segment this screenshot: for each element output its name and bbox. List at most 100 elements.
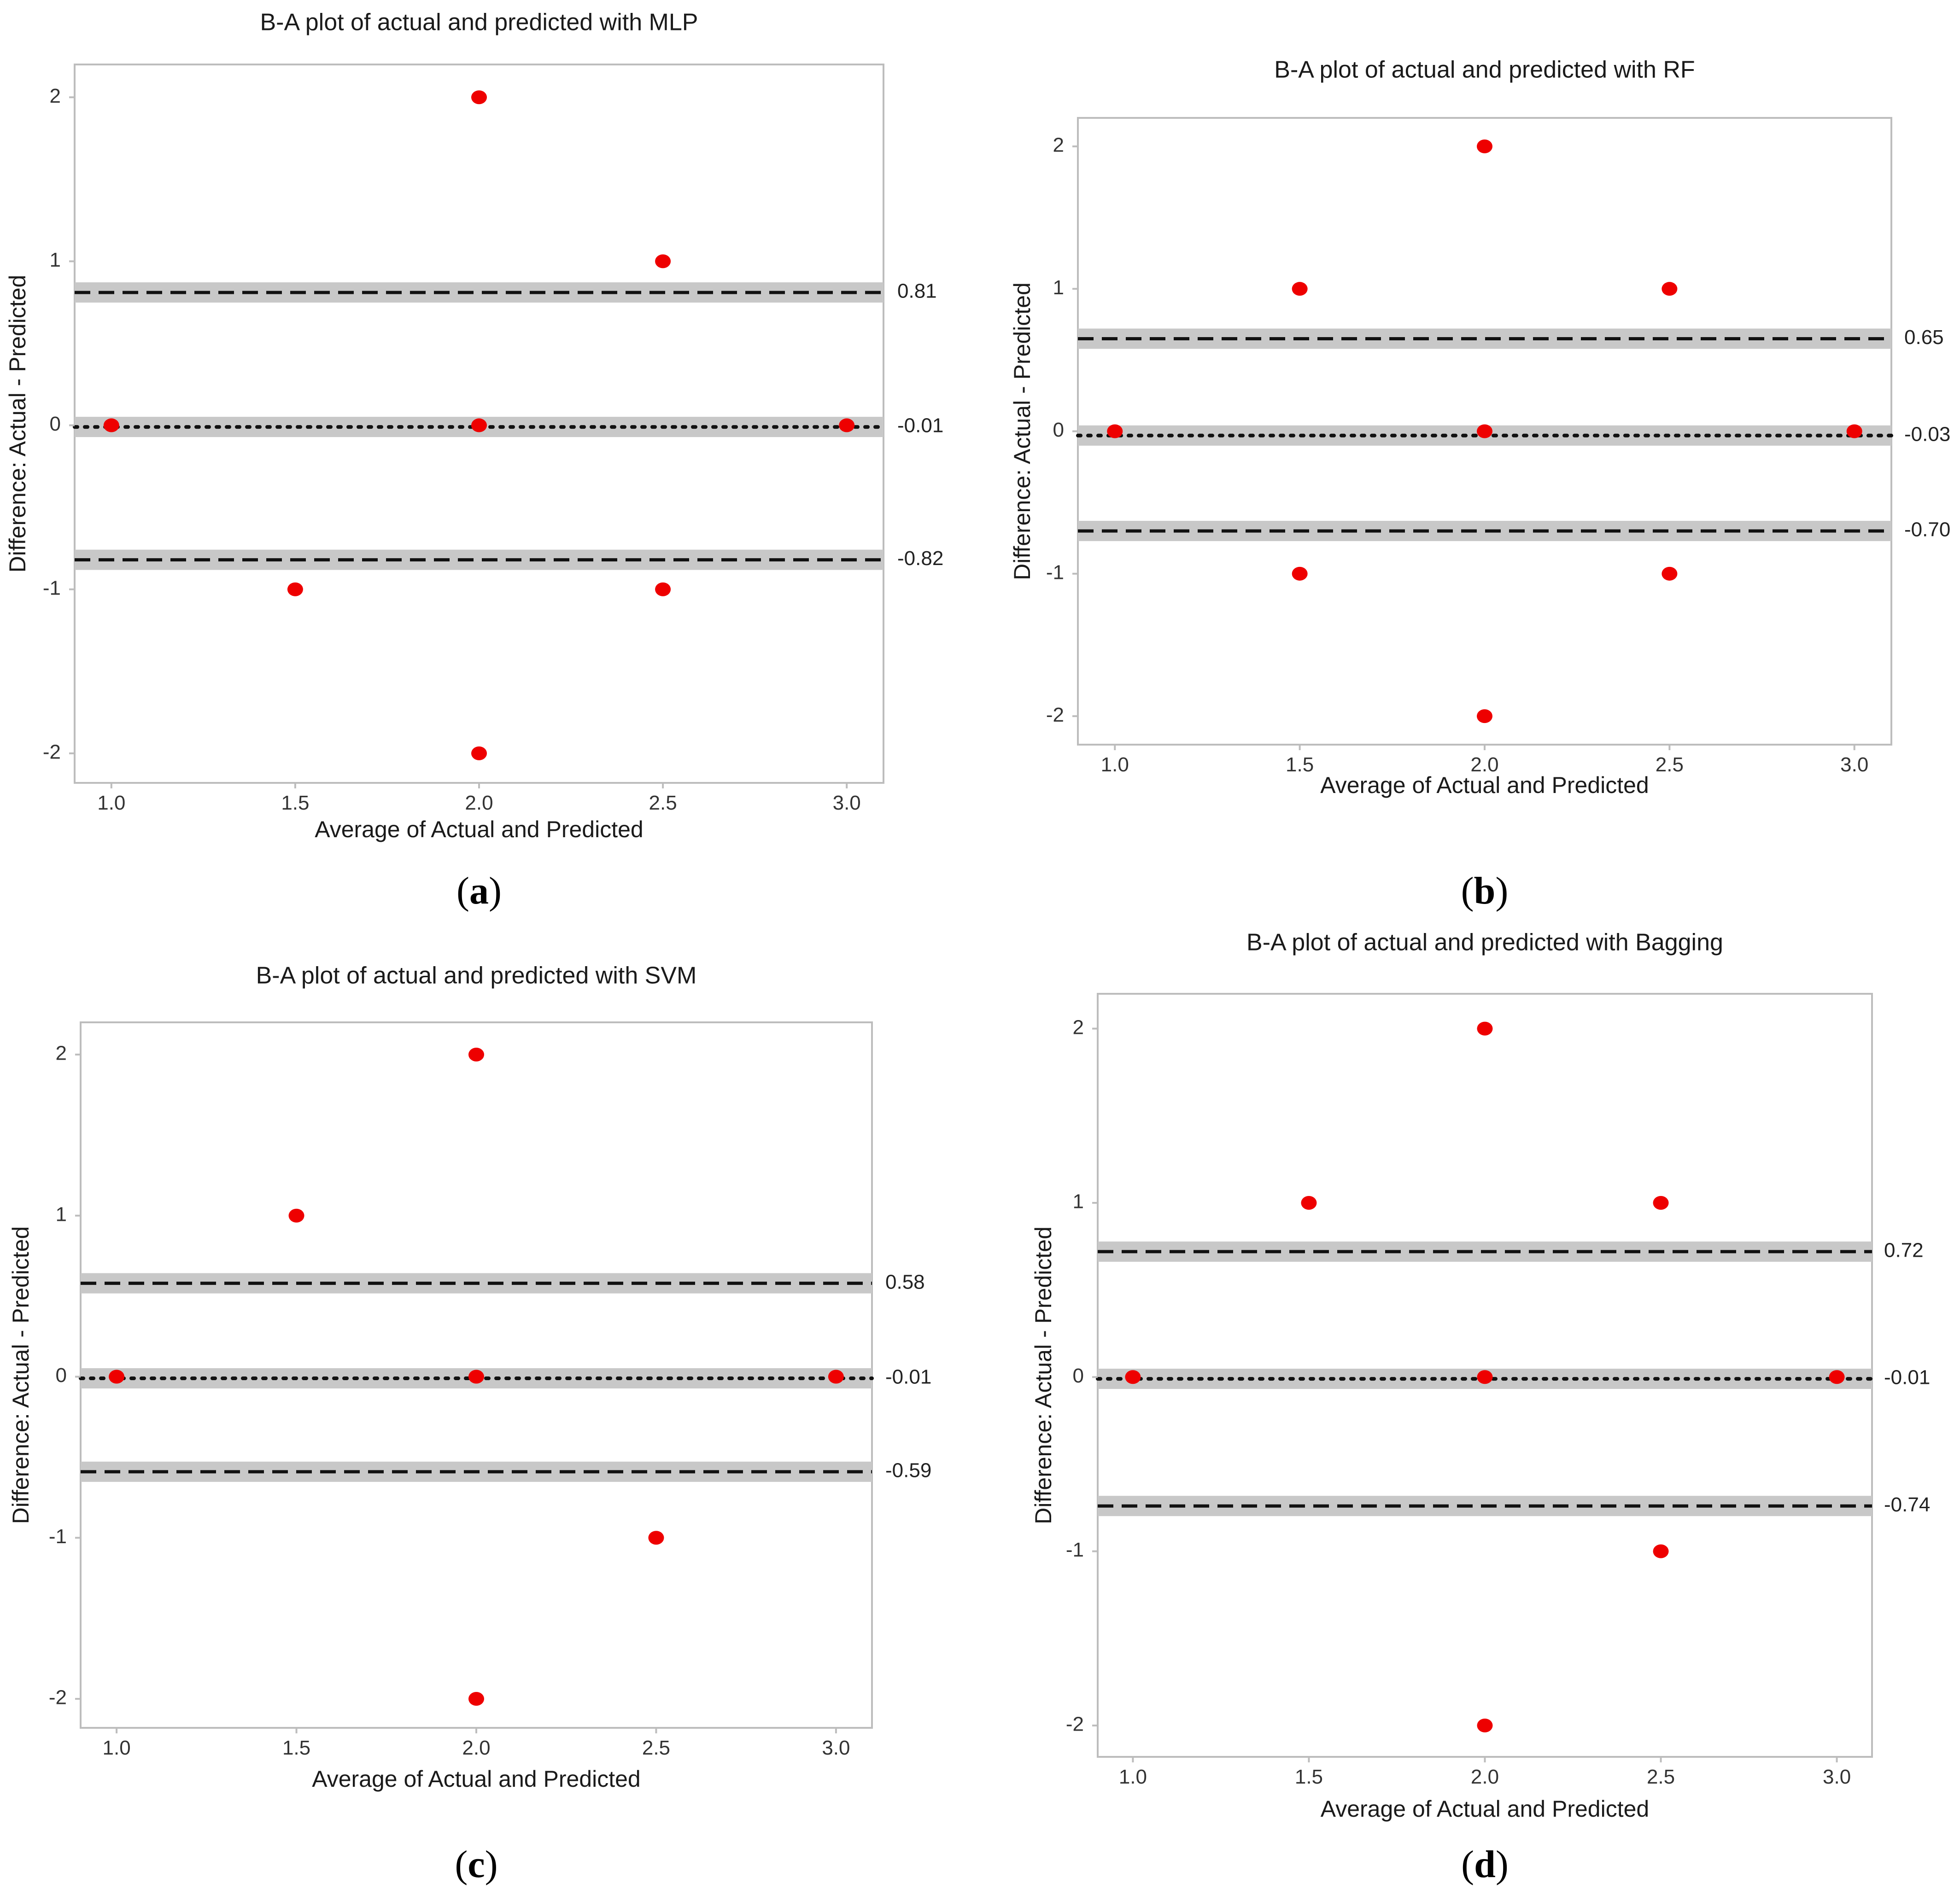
chart-panel-d: B-A plot of actual and predicted with Ba… [1030,929,1930,1886]
chart-title: B-A plot of actual and predicted with SV… [256,962,697,989]
data-point [471,90,487,105]
panel-label: (b) [1461,869,1509,912]
data-point [1662,566,1678,581]
data-point [1107,424,1123,438]
panel-label: (c) [455,1843,497,1886]
x-axis-label: Average of Actual and Predicted [312,1766,640,1792]
y-tick-label: 0 [1073,1365,1084,1387]
chart-panel-c: B-A plot of actual and predicted with SV… [8,962,931,1886]
x-axis-label: Average of Actual and Predicted [315,816,643,842]
y-tick-label: 2 [1073,1016,1084,1038]
data-point [1301,1195,1317,1210]
data-point [468,1047,484,1061]
y-tick-label: -1 [1046,561,1064,583]
y-tick-label: 1 [1073,1190,1084,1213]
x-tick-label: 2.5 [642,1737,670,1759]
y-tick-label: -2 [43,741,61,764]
data-point [655,582,671,596]
data-point [1477,709,1492,723]
chart-title: B-A plot of actual and predicted with ML… [260,9,698,36]
data-point [1125,1370,1141,1384]
x-tick-label: 2.0 [465,792,493,814]
y-axis-label: Difference: Actual - Predicted [1030,1226,1056,1524]
chart-panel-a: B-A plot of actual and predicted with ML… [5,9,943,912]
data-point [103,418,119,432]
upper-loa-value-label: 0.81 [897,280,937,303]
x-tick-label: 1.0 [103,1737,131,1759]
data-point [1662,282,1678,296]
mean-bias-value-label: -0.01 [897,414,943,437]
y-tick-label: 2 [1053,134,1064,156]
y-tick-label: 1 [56,1203,67,1225]
x-tick-label: 2.0 [462,1737,490,1759]
data-point [1477,424,1492,438]
x-tick-label: 1.5 [281,792,309,814]
y-tick-label: -2 [49,1686,67,1709]
y-tick-label: -2 [1046,704,1064,726]
data-point [839,418,855,432]
mean-bias-value-label: -0.03 [1904,423,1950,445]
data-point [1846,424,1862,438]
x-tick-label: 1.0 [97,792,125,814]
data-point [471,746,487,760]
data-point [1653,1544,1669,1558]
lower-loa-value-label: -0.74 [1884,1493,1930,1516]
x-tick-label: 1.5 [1295,1766,1323,1788]
x-tick-label: 3.0 [1840,753,1868,776]
y-tick-label: 1 [1053,276,1064,299]
lower-loa-value-label: -0.70 [1904,519,1950,541]
data-point [1477,1718,1493,1732]
x-tick-label: 1.0 [1101,753,1129,776]
data-point [1477,1370,1493,1384]
data-point [648,1531,664,1545]
data-point [471,418,487,432]
y-tick-label: -1 [43,577,61,599]
y-tick-label: 0 [56,1364,67,1387]
data-point [287,582,303,596]
data-point [1477,1021,1493,1036]
data-point [828,1370,844,1384]
x-tick-label: 2.0 [1471,1766,1499,1788]
y-axis-label: Difference: Actual - Predicted [8,1226,34,1524]
x-tick-label: 2.5 [1656,753,1684,776]
data-point [288,1208,304,1223]
y-axis-label: Difference: Actual - Predicted [1009,282,1035,580]
x-tick-label: 3.0 [833,792,861,814]
x-axis-label: Average of Actual and Predicted [1321,1796,1649,1822]
lower-loa-value-label: -0.82 [897,547,943,570]
data-point [655,254,671,268]
panels: B-A plot of actual and predicted with ML… [5,9,1950,1886]
mean-bias-value-label: -0.01 [1884,1366,1930,1389]
chart-title: B-A plot of actual and predicted with Ba… [1246,929,1723,956]
y-tick-label: 0 [1053,419,1064,441]
y-tick-label: -2 [1066,1713,1084,1736]
x-tick-label: 3.0 [822,1737,850,1759]
data-point [109,1370,125,1384]
y-tick-label: 0 [50,413,61,435]
y-tick-label: -1 [1066,1539,1084,1561]
y-tick-label: -1 [49,1525,67,1548]
x-tick-label: 2.0 [1470,753,1498,776]
upper-loa-value-label: 0.58 [885,1271,925,1293]
y-tick-label: 1 [50,249,61,271]
data-point [468,1692,484,1706]
chart-panel-b: B-A plot of actual and predicted with RF… [1009,57,1950,912]
panel-label: (d) [1461,1843,1509,1886]
data-point [1477,139,1492,153]
lower-loa-value-label: -0.59 [885,1459,931,1481]
y-tick-label: 2 [56,1042,67,1065]
x-tick-label: 3.0 [1823,1766,1851,1788]
data-point [468,1370,484,1384]
data-point [1829,1370,1845,1384]
x-tick-label: 1.5 [1286,753,1314,776]
mean-bias-value-label: -0.01 [885,1366,931,1388]
y-axis-label: Difference: Actual - Predicted [5,275,30,573]
x-tick-label: 1.5 [282,1737,310,1759]
y-tick-label: 2 [50,85,61,107]
x-tick-label: 1.0 [1119,1766,1147,1788]
data-point [1653,1195,1669,1210]
panel-label: (a) [456,869,502,912]
x-tick-label: 2.5 [1647,1766,1675,1788]
data-point [1292,282,1308,296]
